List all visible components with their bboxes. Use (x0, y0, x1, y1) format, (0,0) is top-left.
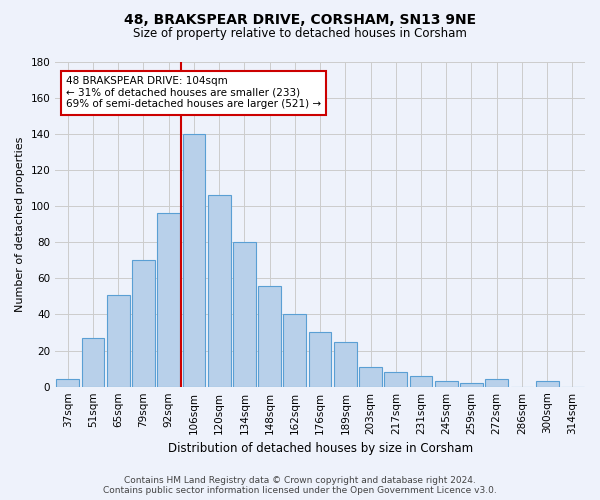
Bar (309, 332, 331, 386)
Bar (258, 286, 281, 386)
Bar (359, 367, 382, 386)
Bar (435, 382, 458, 386)
Bar (460, 383, 483, 386)
Bar (208, 195, 230, 386)
Bar (485, 380, 508, 386)
Bar (157, 214, 180, 386)
Bar (132, 260, 155, 386)
Bar (536, 382, 559, 386)
Text: Size of property relative to detached houses in Corsham: Size of property relative to detached ho… (133, 28, 467, 40)
Bar (107, 294, 130, 386)
Text: 48 BRAKSPEAR DRIVE: 104sqm
← 31% of detached houses are smaller (233)
69% of sem: 48 BRAKSPEAR DRIVE: 104sqm ← 31% of deta… (66, 76, 321, 110)
Bar (410, 376, 433, 386)
Text: Contains HM Land Registry data © Crown copyright and database right 2024.
Contai: Contains HM Land Registry data © Crown c… (103, 476, 497, 495)
Bar (56, 380, 79, 386)
Bar (82, 338, 104, 386)
Bar (334, 342, 356, 386)
Bar (233, 242, 256, 386)
Y-axis label: Number of detached properties: Number of detached properties (15, 136, 25, 312)
X-axis label: Distribution of detached houses by size in Corsham: Distribution of detached houses by size … (167, 442, 473, 455)
Bar (182, 134, 205, 386)
Text: 48, BRAKSPEAR DRIVE, CORSHAM, SN13 9NE: 48, BRAKSPEAR DRIVE, CORSHAM, SN13 9NE (124, 12, 476, 26)
Bar (385, 372, 407, 386)
Bar (283, 314, 306, 386)
